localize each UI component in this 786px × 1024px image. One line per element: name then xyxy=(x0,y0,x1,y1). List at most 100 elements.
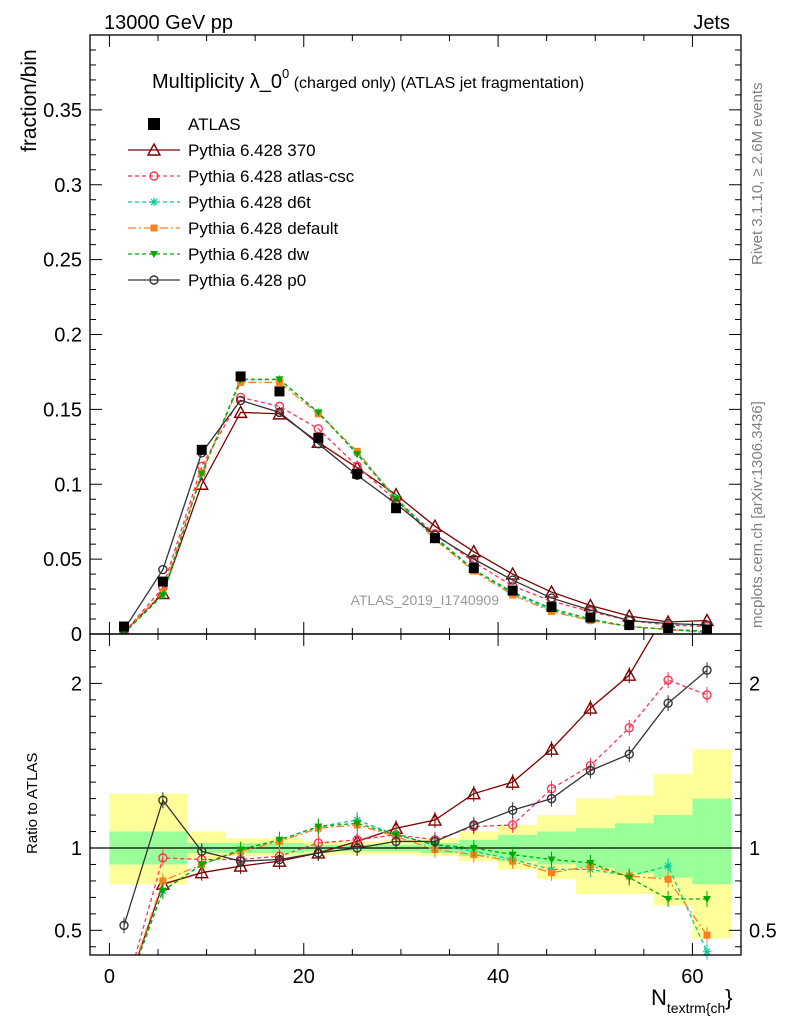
series-point-top xyxy=(158,592,167,600)
atlas-point xyxy=(546,602,557,613)
legend-label: Pythia 6.428 dw xyxy=(188,245,310,264)
series-point-ratio xyxy=(544,741,559,755)
series-point-ratio xyxy=(391,836,401,847)
series-point-ratio xyxy=(586,859,595,867)
series-point-top xyxy=(275,376,284,384)
mcplots-label: mcplots.cern.ch [arXiv:1306.3436] xyxy=(749,401,766,628)
series-point-ratio xyxy=(118,990,130,1001)
y-tick-label: 0.25 xyxy=(43,250,82,272)
series-point-ratio xyxy=(664,875,672,883)
inner-band-bin xyxy=(653,815,693,878)
legend-label: Pythia 6.428 default xyxy=(188,219,339,238)
legend-marker xyxy=(148,118,160,130)
series-point-ratio xyxy=(119,920,129,931)
series-point-ratio xyxy=(505,774,520,788)
series-point-ratio xyxy=(664,896,673,904)
series-point-ratio xyxy=(158,887,167,895)
atlas-point xyxy=(429,533,440,544)
series-point-ratio xyxy=(663,675,673,685)
series-point-top xyxy=(233,404,248,419)
series-point-ratio xyxy=(466,786,481,800)
series-point-ratio xyxy=(314,823,323,831)
atlas-point xyxy=(119,621,130,632)
y-tick-label: 0.1 xyxy=(54,474,82,496)
analysis-watermark: ATLAS_2019_I1740909 xyxy=(351,592,500,608)
series-point-ratio xyxy=(622,667,637,681)
series-point-ratio xyxy=(469,820,479,830)
series-point-ratio xyxy=(507,820,518,830)
series-line-ratio xyxy=(123,669,708,926)
series-point-ratio xyxy=(663,698,673,708)
series-point-ratio xyxy=(664,862,673,871)
ratio-tick-label-right: 2 xyxy=(749,673,760,695)
atlas-point xyxy=(663,623,674,634)
plot-title: Multiplicity λ_00 (charged only) (ATLAS … xyxy=(152,66,584,93)
x-tick-label: 0 xyxy=(104,966,115,988)
series-point-ratio xyxy=(624,723,634,733)
x-axis-label: Ntextrm{ch} xyxy=(651,985,733,1016)
series-line-top xyxy=(123,399,708,630)
series-point-ratio xyxy=(702,896,711,904)
ratio-axis-label: Ratio to ATLAS xyxy=(24,753,41,854)
series-point-top xyxy=(353,451,362,459)
legend-marker xyxy=(149,171,159,181)
series-point-ratio xyxy=(121,993,128,1000)
series-point-top xyxy=(272,406,287,420)
legend-label: Pythia 6.428 370 xyxy=(188,141,316,160)
y-tick-label: 0.35 xyxy=(43,100,82,122)
legend-marker xyxy=(150,198,158,206)
series-point-ratio xyxy=(197,861,206,869)
series-point-ratio xyxy=(194,865,209,879)
y-tick-label: 0.15 xyxy=(43,399,82,421)
series-point-top xyxy=(314,409,323,417)
series-point-ratio xyxy=(547,856,556,864)
series-point-ratio xyxy=(353,820,362,828)
legend-label: Pythia 6.428 atlas-csc xyxy=(188,167,355,186)
ratio-tick-label-right: 0.5 xyxy=(749,920,777,942)
y-axis-label: fraction/bin xyxy=(18,49,41,152)
y-tick-label: 0 xyxy=(71,624,82,646)
y-tick-label: 0.3 xyxy=(54,175,82,197)
atlas-point xyxy=(391,503,402,514)
series-line-top xyxy=(123,411,708,633)
series-point-ratio xyxy=(702,690,712,700)
legend: ATLAS Pythia 6.428 370 Pythia 6.428 atlas-… xyxy=(128,115,355,290)
atlas-point xyxy=(157,576,168,587)
series-point-top xyxy=(274,401,285,412)
ratio-tick-label-right: 1 xyxy=(749,838,760,860)
series-point-ratio xyxy=(352,843,362,853)
series-point-ratio xyxy=(662,603,674,614)
y-tick-label: 0.2 xyxy=(54,325,82,347)
series-point-ratio xyxy=(427,812,443,826)
series-point-ratio xyxy=(159,877,167,885)
atlas-point xyxy=(274,386,285,397)
legend-label: ATLAS xyxy=(188,115,241,134)
axis-ticks: 0 20 40 60 0 0.05 0.1 0.15 0.2 0.25 0.3 0.35 0.5 0.5 1… xyxy=(43,34,777,988)
atlas-point xyxy=(507,585,518,596)
series-point-ratio xyxy=(233,858,248,872)
legend-marker xyxy=(150,251,158,258)
series-point-ratio xyxy=(120,993,128,1000)
series-point-ratio xyxy=(701,546,713,557)
series-point-ratio xyxy=(120,992,128,1000)
atlas-point xyxy=(352,468,363,479)
y-tick-label: 0.05 xyxy=(43,549,82,571)
ratio-tick-label-left: 1 xyxy=(71,838,82,860)
legend-label: Pythia 6.428 d6t xyxy=(188,193,311,212)
x-tick-label: 40 xyxy=(487,966,509,988)
series-point-ratio xyxy=(702,665,712,675)
x-tick-label: 20 xyxy=(293,966,315,988)
series-line-ratio xyxy=(138,822,707,955)
legend-marker xyxy=(149,275,159,285)
series-point-ratio xyxy=(158,853,168,863)
series-point-ratio xyxy=(158,795,168,805)
series-point-top xyxy=(505,566,520,580)
rivet-label: Rivet 3.1.10, ≥ 2.6M events xyxy=(749,83,766,266)
x-tick-label: 60 xyxy=(681,966,703,988)
ratio-panel-frame xyxy=(89,633,742,956)
series-line-top xyxy=(123,396,708,634)
uncertainty-bands xyxy=(90,749,741,939)
header-right: Jets xyxy=(693,12,730,34)
series-point-ratio xyxy=(508,851,517,859)
